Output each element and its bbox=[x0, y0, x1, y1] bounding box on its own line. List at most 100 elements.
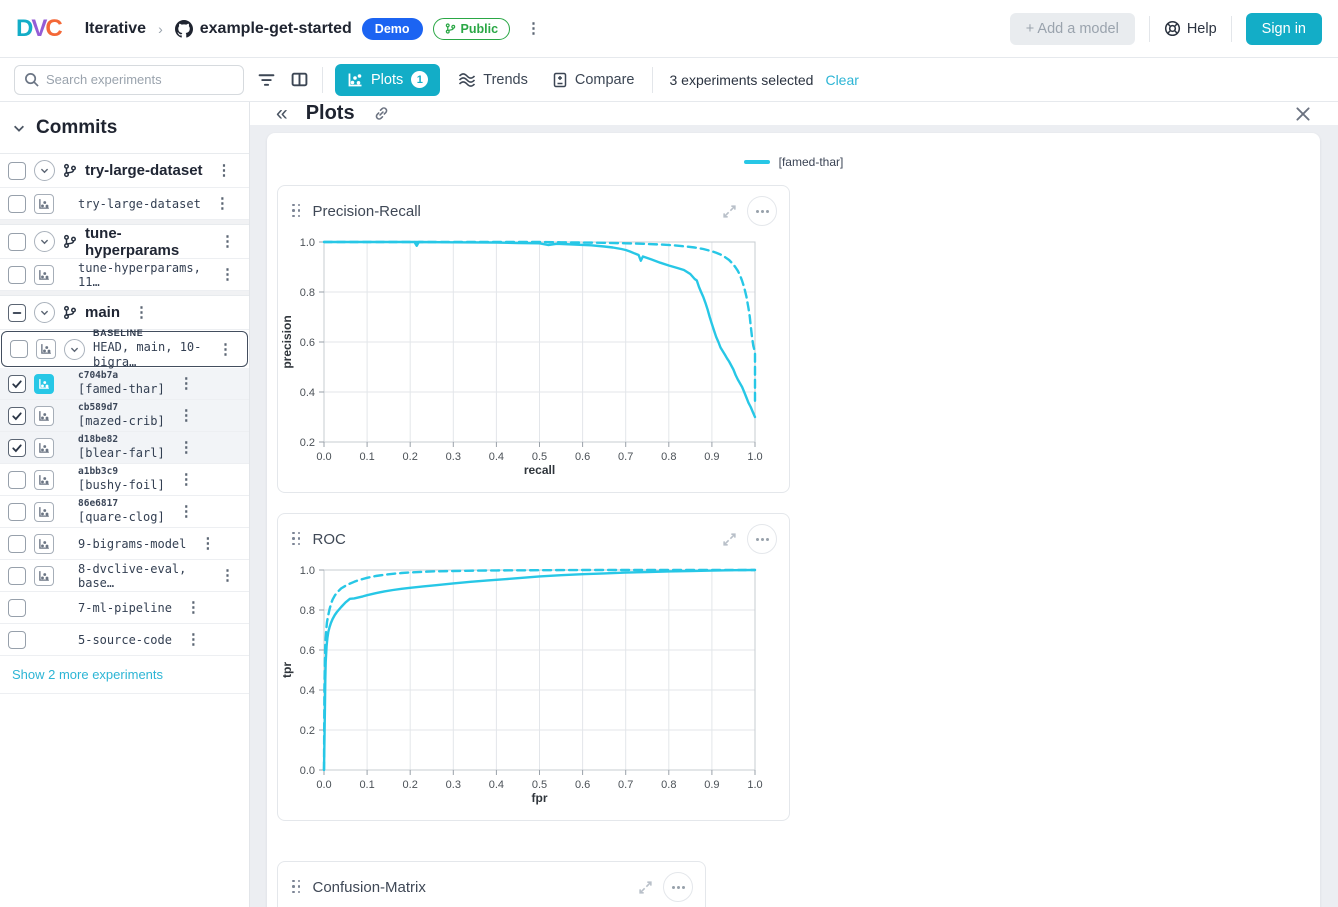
experiment-checkbox[interactable] bbox=[8, 194, 26, 213]
search-box[interactable] bbox=[14, 64, 244, 95]
branch-icon bbox=[63, 234, 77, 249]
row-kebab-menu[interactable]: ⋮ bbox=[185, 631, 201, 648]
plot-icon[interactable] bbox=[34, 405, 54, 426]
drag-handle-icon[interactable] bbox=[292, 879, 302, 895]
experiment-row[interactable]: 7-ml-pipeline ⋮ bbox=[0, 592, 249, 624]
plot-icon[interactable] bbox=[34, 565, 54, 586]
chevron-down-icon[interactable] bbox=[34, 231, 55, 252]
branch-row[interactable]: try-large-dataset ⋮ bbox=[0, 154, 249, 188]
clear-selection-link[interactable]: Clear bbox=[825, 71, 859, 88]
link-icon[interactable] bbox=[373, 105, 390, 122]
row-kebab-menu[interactable]: ⋮ bbox=[178, 407, 194, 424]
chevron-down-icon[interactable] bbox=[34, 160, 55, 181]
experiment-row[interactable]: 8-dvclive-eval, base… ⋮ bbox=[0, 560, 249, 592]
plot-icon[interactable] bbox=[34, 501, 54, 522]
expand-icon[interactable] bbox=[722, 532, 737, 547]
commit-row[interactable]: a1bb3c9 [bushy-foil] ⋮ bbox=[0, 464, 249, 496]
sign-in-button[interactable]: Sign in bbox=[1245, 12, 1322, 45]
plot-menu-button[interactable] bbox=[747, 196, 777, 226]
experiment-checkbox[interactable] bbox=[8, 534, 26, 553]
search-input[interactable] bbox=[46, 72, 234, 87]
experiment-checkbox[interactable] bbox=[8, 161, 26, 180]
row-kebab-menu[interactable]: ⋮ bbox=[220, 233, 235, 250]
experiment-checkbox[interactable] bbox=[8, 470, 26, 489]
experiment-checkbox[interactable] bbox=[8, 598, 26, 617]
experiment-checkbox[interactable] bbox=[8, 502, 26, 521]
row-kebab-menu[interactable]: ⋮ bbox=[178, 375, 194, 392]
chevron-down-icon[interactable] bbox=[34, 302, 55, 323]
tab-trends[interactable]: Trends bbox=[452, 71, 534, 89]
columns-icon[interactable] bbox=[289, 69, 310, 90]
plot-menu-button[interactable] bbox=[747, 524, 777, 554]
experiment-checkbox[interactable] bbox=[8, 232, 26, 251]
chevron-down-icon[interactable] bbox=[12, 121, 26, 135]
help-button[interactable]: Help bbox=[1164, 20, 1217, 37]
breadcrumb-repo[interactable]: example-get-started bbox=[174, 19, 352, 38]
plot-icon[interactable] bbox=[34, 264, 54, 285]
branch-row[interactable]: main ⋮ bbox=[0, 296, 249, 330]
row-kebab-menu[interactable]: ⋮ bbox=[220, 266, 235, 283]
plot-icon[interactable] bbox=[34, 469, 54, 490]
add-model-button[interactable]: + Add a model bbox=[1009, 12, 1135, 45]
row-kebab-menu[interactable]: ⋮ bbox=[178, 503, 194, 520]
plot-title: ROC bbox=[312, 530, 346, 548]
experiment-row[interactable]: try-large-dataset ⋮ bbox=[0, 188, 249, 220]
row-kebab-menu[interactable]: ⋮ bbox=[134, 304, 150, 321]
chevron-down-icon[interactable] bbox=[64, 338, 85, 360]
row-kebab-menu[interactable]: ⋮ bbox=[178, 471, 194, 488]
show-more-link[interactable]: Show 2 more experiments bbox=[0, 656, 249, 694]
expand-icon[interactable] bbox=[722, 204, 737, 219]
row-kebab-menu[interactable]: ⋮ bbox=[218, 340, 233, 358]
row-kebab-menu[interactable]: ⋮ bbox=[214, 195, 230, 212]
experiment-row[interactable]: 5-source-code ⋮ bbox=[0, 624, 249, 656]
plot-card-confusion-matrix: Confusion-Matrix rev[famed-thar]01predic… bbox=[277, 861, 706, 907]
plot-icon[interactable] bbox=[34, 533, 54, 554]
plot-menu-button[interactable] bbox=[663, 872, 693, 902]
experiment-checkbox[interactable] bbox=[8, 566, 26, 585]
group-gap bbox=[0, 220, 249, 225]
plot-icon[interactable] bbox=[34, 193, 54, 214]
filter-icon[interactable] bbox=[256, 69, 277, 90]
svg-text:0.4: 0.4 bbox=[489, 451, 504, 463]
drag-handle-icon[interactable] bbox=[292, 203, 302, 219]
experiment-checkbox[interactable] bbox=[8, 406, 26, 425]
plot-card-roc: ROC 0.0 0.1 0.2 0.3 0.4 0.5 0.6 0.7 0.8 0.9 1.0 0.0… bbox=[277, 513, 790, 821]
experiment-row[interactable]: tune-hyperparams, 11… ⋮ bbox=[0, 259, 249, 291]
row-kebab-menu[interactable]: ⋮ bbox=[220, 567, 235, 584]
repo-kebab-menu[interactable]: ⋮ bbox=[526, 20, 542, 37]
dvc-logo[interactable]: DVC bbox=[16, 14, 63, 42]
experiment-checkbox[interactable] bbox=[8, 630, 26, 649]
drag-handle-icon[interactable] bbox=[292, 531, 302, 547]
commit-row[interactable]: c704b7a [famed-thar] ⋮ bbox=[0, 368, 249, 400]
commit-row[interactable]: d18be82 [blear-farl] ⋮ bbox=[0, 432, 249, 464]
plot-icon[interactable] bbox=[36, 339, 56, 359]
branch-name: try-large-dataset bbox=[85, 162, 203, 179]
collapse-panel-icon[interactable]: « bbox=[276, 102, 288, 125]
experiment-checkbox[interactable] bbox=[8, 303, 26, 322]
expand-icon[interactable] bbox=[638, 880, 653, 895]
breadcrumb-org[interactable]: Iterative bbox=[84, 19, 147, 37]
experiment-checkbox[interactable] bbox=[8, 438, 26, 457]
close-panel-icon[interactable] bbox=[1294, 105, 1312, 123]
experiment-checkbox[interactable] bbox=[8, 265, 26, 284]
commit-text: cb589d7 [mazed-crib] bbox=[78, 402, 165, 429]
commit-row[interactable]: cb589d7 [mazed-crib] ⋮ bbox=[0, 400, 249, 432]
experiment-checkbox[interactable] bbox=[10, 340, 28, 358]
svg-text:0.6: 0.6 bbox=[575, 779, 590, 791]
baseline-row[interactable]: BASELINE HEAD, main, 10-bigra… ⋮ bbox=[1, 328, 248, 369]
plot-icon[interactable] bbox=[34, 373, 54, 394]
svg-text:fpr: fpr bbox=[532, 791, 548, 805]
commit-row[interactable]: 86e6817 [quare-clog] ⋮ bbox=[0, 496, 249, 528]
row-kebab-menu[interactable]: ⋮ bbox=[185, 599, 201, 616]
row-kebab-menu[interactable]: ⋮ bbox=[178, 439, 194, 456]
branch-row[interactable]: tune-hyperparams ⋮ bbox=[0, 225, 249, 259]
svg-text:0.8: 0.8 bbox=[300, 605, 315, 617]
experiment-row[interactable]: 9-bigrams-model ⋮ bbox=[0, 528, 249, 560]
tab-compare[interactable]: Compare bbox=[546, 72, 641, 88]
plots-count-badge: 1 bbox=[411, 71, 429, 88]
experiment-checkbox[interactable] bbox=[8, 374, 26, 393]
tab-plots[interactable]: Plots 1 bbox=[335, 63, 441, 96]
row-kebab-menu[interactable]: ⋮ bbox=[216, 162, 232, 179]
plot-icon[interactable] bbox=[34, 437, 54, 458]
row-kebab-menu[interactable]: ⋮ bbox=[200, 535, 216, 552]
